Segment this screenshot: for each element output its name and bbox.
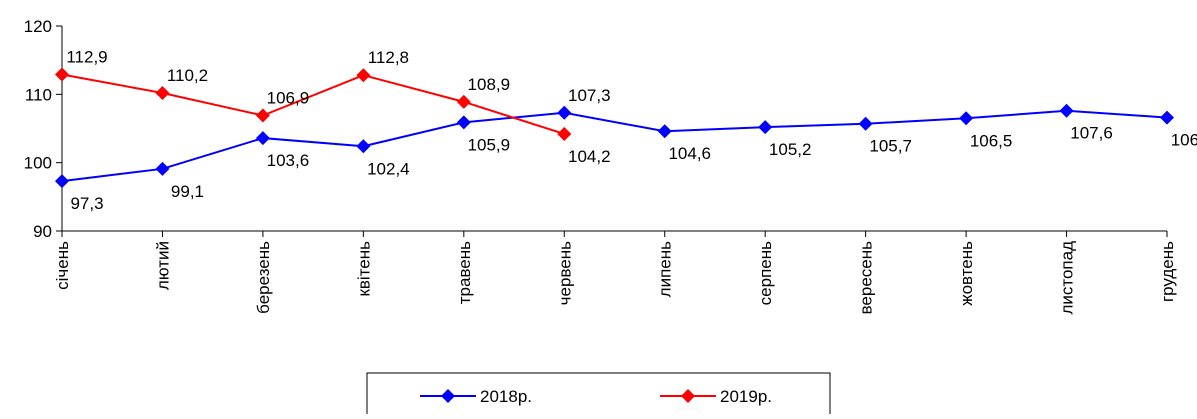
legend-label: 2018р. bbox=[480, 387, 532, 406]
marker bbox=[858, 116, 873, 131]
marker bbox=[356, 139, 371, 154]
data-label: 107,6 bbox=[1070, 124, 1113, 143]
y-tick-label: 90 bbox=[33, 222, 52, 241]
y-tick-label: 100 bbox=[24, 154, 52, 173]
x-tick-label: жовтень bbox=[957, 241, 976, 306]
legend-marker bbox=[441, 389, 455, 403]
x-tick-label: вересень bbox=[857, 241, 876, 315]
x-tick-label: квітень bbox=[354, 241, 373, 297]
data-label: 106,6 bbox=[1171, 131, 1197, 150]
marker bbox=[557, 126, 572, 141]
series-line bbox=[61, 73, 565, 135]
data-label: 105,9 bbox=[468, 135, 511, 154]
marker bbox=[255, 131, 270, 146]
data-label: 107,3 bbox=[568, 86, 611, 105]
data-label: 108,9 bbox=[468, 75, 511, 94]
marker bbox=[456, 94, 471, 109]
marker bbox=[255, 108, 270, 123]
data-label: 110,2 bbox=[167, 66, 208, 85]
x-tick-label: липень bbox=[656, 241, 675, 297]
y-tick-label: 120 bbox=[24, 17, 52, 36]
marker bbox=[1059, 103, 1074, 118]
data-label: 105,7 bbox=[869, 137, 912, 156]
data-label: 106,5 bbox=[970, 131, 1013, 150]
x-tick-label: грудень bbox=[1158, 241, 1177, 302]
y-tick-label: 110 bbox=[25, 85, 52, 104]
data-label: 105,2 bbox=[769, 140, 812, 159]
legend-label: 2019р. bbox=[720, 387, 772, 406]
x-tick-label: листопад bbox=[1058, 241, 1077, 315]
x-tick-label: березень bbox=[254, 241, 273, 314]
marker bbox=[959, 111, 974, 126]
marker bbox=[758, 120, 773, 135]
marker bbox=[55, 174, 69, 189]
data-label: 102,4 bbox=[367, 159, 410, 178]
data-label: 99,1 bbox=[171, 182, 204, 201]
marker bbox=[55, 67, 69, 82]
legend-marker bbox=[681, 389, 695, 403]
marker bbox=[557, 105, 572, 120]
data-label: 103,6 bbox=[267, 151, 310, 170]
x-tick-label: серпень bbox=[756, 241, 775, 305]
x-tick-label: січень bbox=[53, 241, 72, 290]
marker bbox=[155, 161, 170, 176]
marker bbox=[356, 68, 371, 83]
legend: 2018р. 2019р. bbox=[366, 372, 831, 419]
data-label: 104,2 bbox=[568, 147, 611, 166]
marker bbox=[456, 115, 471, 130]
marker bbox=[657, 124, 672, 139]
x-tick-label: червень bbox=[555, 241, 574, 305]
data-label: 97,3 bbox=[70, 194, 103, 213]
data-label: 112,8 bbox=[368, 48, 409, 67]
x-tick-label: лютий bbox=[153, 241, 172, 290]
data-label: 104,6 bbox=[668, 144, 711, 163]
data-label: 106,9 bbox=[267, 89, 310, 108]
x-tick-label: травень bbox=[455, 241, 474, 304]
data-label: 112,9 bbox=[66, 48, 107, 67]
marker bbox=[1160, 110, 1174, 125]
series-line bbox=[61, 109, 1168, 183]
marker bbox=[155, 85, 170, 100]
